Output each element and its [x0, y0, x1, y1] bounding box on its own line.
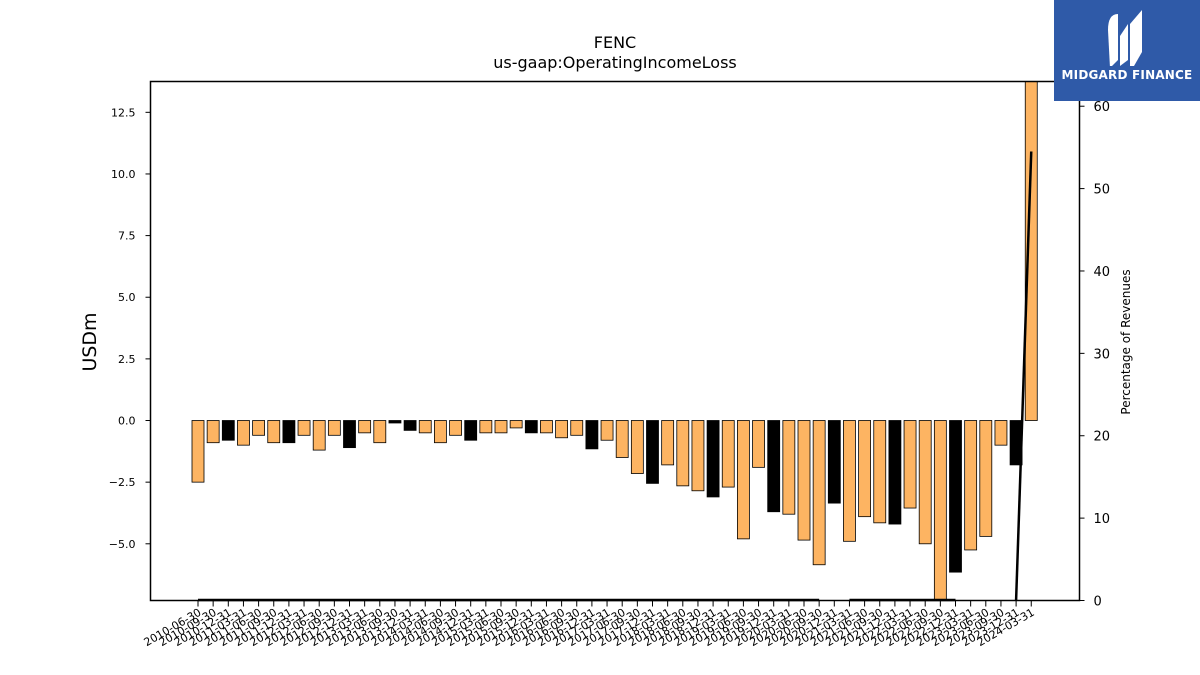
y2-tick-label: 30	[1094, 347, 1111, 362]
y-tick-label: −5.0	[109, 538, 136, 551]
bar-2012-03-31	[297, 420, 311, 436]
bar-2014-03-31	[418, 420, 432, 434]
bar-2011-12-31	[282, 420, 296, 444]
bar-2012-09-30	[327, 420, 341, 436]
pct-line-group	[198, 151, 1033, 602]
bar-2020-06-30	[797, 420, 811, 541]
bar-2016-09-30	[570, 420, 584, 436]
bar-2013-09-30	[388, 420, 402, 424]
bar-2011-06-30	[252, 420, 266, 436]
bar-2013-03-31	[358, 420, 372, 434]
bar-2019-09-30	[752, 420, 765, 468]
bar-2020-09-30	[812, 420, 826, 566]
bar-2021-09-30	[873, 420, 887, 524]
y2-axis-label: Percentage of Revenues	[1119, 269, 1133, 414]
bar-2015-12-31	[524, 420, 538, 434]
bar-2013-06-30	[373, 420, 387, 444]
bar-2019-03-31	[721, 420, 735, 488]
bar-2015-03-31	[479, 420, 493, 434]
bar-2010-09-30	[206, 420, 220, 444]
y-tick-label: 12.5	[111, 106, 136, 119]
y-tick-label: 5.0	[118, 291, 136, 304]
chart-subtitle: us-gaap:OperatingIncomeLoss	[493, 53, 737, 72]
bar-2014-12-31	[464, 420, 478, 441]
y2-tick-label: 50	[1094, 183, 1111, 198]
bar-2022-12-31	[949, 420, 962, 573]
bar-2020-03-31	[782, 420, 796, 515]
bar-2023-03-31	[964, 420, 978, 551]
bar-2021-06-30	[858, 420, 871, 518]
bar-2020-12-31	[827, 420, 841, 504]
bar-2018-03-31	[661, 420, 675, 466]
bar-2016-06-30	[555, 420, 568, 439]
bar-2023-06-30	[979, 420, 993, 537]
y2-tick-label: 10	[1094, 512, 1111, 527]
bar-2017-03-31	[600, 420, 614, 441]
bar-2015-06-30	[494, 420, 508, 434]
bar-2022-06-30	[918, 420, 932, 545]
bar-2017-09-30	[630, 420, 644, 474]
bar-2021-03-31	[843, 420, 856, 542]
y-tick-label: 10.0	[111, 168, 136, 181]
y-tick-label: 0.0	[118, 415, 136, 428]
y-tick-label: 2.5	[118, 353, 136, 366]
logo-text: MIDGARD FINANCE	[1061, 68, 1193, 82]
bar-2014-09-30	[449, 420, 462, 436]
bar-2019-12-31	[767, 420, 781, 513]
bar-2022-03-31	[903, 420, 917, 509]
chart-title: FENC	[594, 33, 636, 52]
y2-axis: 0 10 20 30 40 50 60	[1079, 100, 1111, 610]
bars-group	[191, 81, 1038, 601]
bar-2011-09-30	[267, 420, 281, 444]
bar-2023-09-30	[994, 420, 1008, 446]
y2-tick-label: 40	[1094, 265, 1111, 280]
plot-frame	[149, 80, 1081, 602]
y2-tick-label: 60	[1094, 100, 1111, 115]
bar-2018-09-30	[691, 420, 705, 492]
bar-2014-06-30	[433, 420, 447, 444]
pct-line-segment	[1014, 151, 1033, 601]
bar-2015-09-30	[509, 420, 523, 429]
bar-2010-06-30	[191, 420, 205, 483]
bar-2012-12-31	[343, 420, 356, 449]
bar-2021-12-31	[888, 420, 902, 525]
bar-2022-09-30	[933, 420, 947, 601]
brand-logo: MIDGARD FINANCE	[1054, 0, 1200, 101]
bar-2012-06-30	[312, 420, 326, 451]
logo-mark-icon	[1108, 10, 1142, 66]
bar-2016-12-31	[585, 420, 599, 450]
bar-2017-12-31	[646, 420, 659, 484]
bar-2010-12-31	[221, 420, 235, 441]
x-axis: 2010-06-302010-09-302010-12-312011-03-31…	[142, 600, 1037, 649]
bar-2013-12-31	[403, 420, 417, 431]
y-tick-label: −2.5	[109, 476, 136, 489]
y-axis-label: USDm	[79, 312, 101, 371]
y2-tick-label: 20	[1094, 430, 1111, 445]
y2-tick-label: 0	[1094, 595, 1102, 610]
y-axis: −5.0 −2.5 0.0 2.5 5.0 7.5 10.0 12.5	[109, 106, 151, 551]
bar-2016-03-31	[540, 420, 553, 434]
bar-2017-06-30	[615, 420, 629, 458]
bar-2011-03-31	[237, 420, 250, 446]
bar-2018-12-31	[706, 420, 720, 498]
y-tick-label: 7.5	[118, 230, 136, 243]
bar-2018-06-30	[676, 420, 690, 487]
bar-2019-06-30	[737, 420, 750, 540]
